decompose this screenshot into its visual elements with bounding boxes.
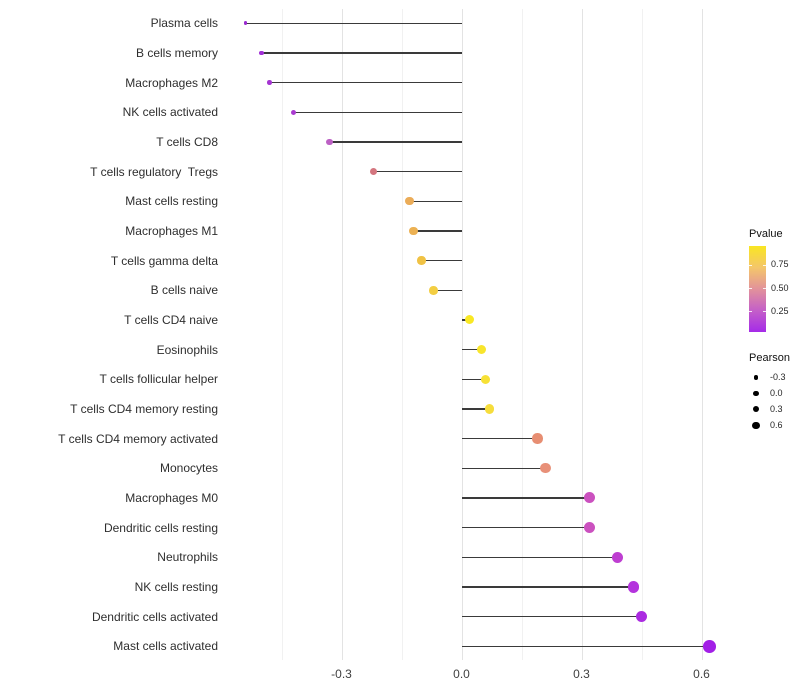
y-axis-label: NK cells resting — [134, 579, 218, 594]
y-axis-label: T cells CD4 memory resting — [70, 401, 218, 416]
lollipop-dot — [540, 463, 551, 474]
lollipop-stick — [461, 526, 590, 529]
lollipop-stick — [461, 378, 486, 380]
lollipop-dot — [259, 50, 264, 56]
lollipop-stick — [461, 467, 546, 469]
lollipop-dot — [476, 344, 487, 355]
y-axis-label: T cells follicular helper — [99, 372, 219, 387]
major-gridline — [341, 9, 343, 660]
major-gridline — [701, 9, 703, 660]
x-axis-tick-label: 0.6 — [693, 667, 710, 681]
minor-gridline — [281, 9, 283, 660]
lollipop-stick — [461, 497, 590, 499]
lollipop-dot — [326, 138, 333, 146]
lollipop-stick — [421, 259, 462, 262]
pvalue-colorbar-tick-mark — [749, 288, 752, 290]
minor-gridline — [641, 9, 643, 660]
pvalue-colorbar-tick-mark — [763, 288, 766, 290]
lollipop-stick — [461, 348, 482, 351]
lollipop-dot — [369, 167, 378, 176]
lollipop-stick — [461, 408, 490, 410]
lollipop-stick — [373, 170, 462, 173]
lollipop-dot — [484, 404, 495, 414]
lollipop-dot — [243, 21, 248, 26]
y-axis-label: Monocytes — [159, 461, 218, 476]
y-axis-label: Mast cells resting — [125, 194, 218, 209]
y-axis-label: T cells CD4 naive — [124, 312, 218, 327]
pvalue-colorbar — [749, 246, 766, 332]
lollipop-dot — [417, 256, 426, 265]
pvalue-colorbar-tick-label: 0.75 — [771, 259, 789, 270]
pearson-size-key-dot — [752, 406, 760, 413]
y-axis-label: B cells naive — [150, 283, 218, 298]
pvalue-legend-title: Pvalue — [749, 228, 783, 240]
major-gridline — [581, 9, 583, 660]
lollipop-dot — [635, 610, 648, 623]
lollipop-dot — [703, 639, 716, 653]
lollipop-dot — [409, 226, 418, 235]
lollipop-dot — [583, 522, 595, 534]
x-axis-tick-label: 0.3 — [573, 667, 590, 681]
pearson-legend-title: Pearson — [749, 352, 790, 364]
lollipop-stick — [245, 22, 462, 24]
lollipop-dot — [627, 581, 640, 593]
major-gridline — [461, 9, 463, 660]
pearson-size-key-dot — [752, 421, 760, 429]
lollipop-stick — [413, 230, 462, 232]
lollipop-dot — [429, 286, 438, 295]
pvalue-colorbar-tick-label: 0.50 — [771, 282, 789, 293]
lollipop-dot — [464, 315, 475, 325]
lollipop-stick — [293, 111, 462, 113]
pvalue-colorbar-tick-label: 0.25 — [771, 305, 789, 316]
lollipop-stick — [461, 556, 618, 558]
y-axis-label: Macrophages M0 — [125, 490, 218, 505]
lollipop-stick — [409, 200, 462, 202]
lollipop-stick — [461, 645, 710, 647]
y-axis-label: Plasma cells — [150, 16, 218, 31]
y-axis-label: T cells CD4 memory activated — [58, 431, 218, 446]
lollipop-dot — [480, 374, 491, 384]
y-axis-label: Eosinophils — [156, 342, 218, 357]
y-axis-label: Macrophages M2 — [125, 75, 218, 90]
y-axis-label: Dendritic cells resting — [103, 520, 218, 535]
lollipop-dot — [405, 197, 414, 206]
lollipop-stick — [433, 289, 462, 291]
pvalue-colorbar-tick-mark — [749, 264, 752, 266]
pearson-size-key-dot — [753, 390, 759, 397]
lollipop-dot — [290, 109, 297, 115]
y-axis-label: T cells regulatory Tregs — [90, 164, 218, 179]
lollipop-stick — [269, 81, 462, 84]
minor-gridline — [521, 9, 523, 660]
lollipop-stick — [461, 615, 642, 618]
minor-gridline — [401, 9, 403, 660]
y-axis-label: Mast cells activated — [113, 639, 218, 654]
y-axis-label: T cells gamma delta — [110, 253, 218, 268]
pearson-size-key-dot — [753, 375, 759, 380]
lollipop-stick — [261, 52, 462, 54]
pvalue-colorbar-tick-mark — [763, 264, 766, 266]
y-axis-label: Macrophages M1 — [125, 223, 218, 238]
y-axis-label: Neutrophils — [157, 550, 218, 565]
lollipop-stick — [461, 586, 634, 588]
pearson-size-key-label: -0.3 — [770, 372, 786, 383]
y-axis-label: B cells memory — [135, 45, 218, 60]
y-axis-label: T cells CD8 — [156, 134, 218, 149]
x-axis-tick-label: 0.0 — [453, 667, 470, 681]
pearson-size-key-label: 0.6 — [770, 419, 783, 430]
pvalue-colorbar-tick-mark — [763, 311, 766, 313]
y-axis-label: NK cells activated — [122, 105, 218, 120]
lollipop-dot — [611, 551, 624, 563]
lollipop-dot — [532, 433, 543, 444]
lollipop-dot — [583, 492, 595, 504]
x-axis-tick-label: -0.3 — [331, 667, 352, 681]
y-axis-label: Dendritic cells activated — [91, 609, 218, 624]
lollipop-dot — [267, 80, 272, 85]
pvalue-colorbar-tick-mark — [749, 311, 752, 313]
pearson-size-key-label: 0.3 — [770, 403, 783, 414]
pearson-size-key-label: 0.0 — [770, 388, 783, 398]
lollipop-stick — [329, 141, 462, 143]
lollipop-stick — [461, 437, 538, 440]
